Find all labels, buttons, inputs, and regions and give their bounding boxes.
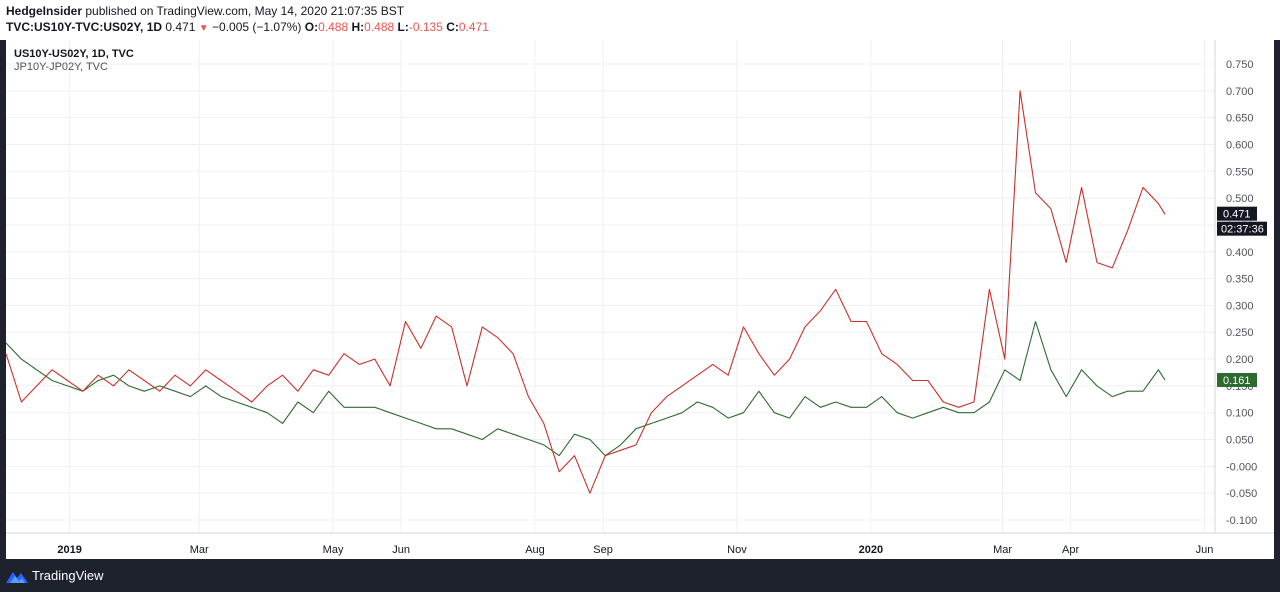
y-tick-label: -0.000 xyxy=(1226,461,1257,473)
x-tick-label: Apr xyxy=(1062,544,1079,556)
series-line-us xyxy=(5,90,1166,494)
quote-line: TVC:US10Y-TVC:US02Y, 1D 0.471 ▼ −0.005 (… xyxy=(6,20,489,34)
jp-last-price-label: 0.161 xyxy=(1223,375,1251,387)
y-tick-label: 0.550 xyxy=(1226,166,1254,178)
y-tick-label: 0.400 xyxy=(1226,247,1254,259)
low-value: -0.135 xyxy=(408,20,443,34)
symbol-label[interactable]: TVC:US10Y-TVC:US02Y, 1D xyxy=(6,20,163,34)
chart-background xyxy=(6,40,1274,559)
y-tick-label: 0.700 xyxy=(1226,86,1254,98)
published-text: published on TradingView.com, May 14, 20… xyxy=(85,4,405,18)
x-tick-label: Jun xyxy=(1196,544,1214,556)
countdown-tag xyxy=(1217,221,1267,236)
high-value: 0.488 xyxy=(364,20,395,34)
series-line-jp xyxy=(5,320,1166,457)
y-tick-label: 0.200 xyxy=(1226,354,1254,366)
low-label: L: xyxy=(397,20,409,34)
us-last-price-label: 0.471 xyxy=(1223,209,1251,221)
x-tick-label: Nov xyxy=(727,544,747,556)
x-tick-label: Sep xyxy=(593,544,613,556)
y-tick-label: 0.650 xyxy=(1226,113,1254,125)
open-value: 0.488 xyxy=(318,20,349,34)
publish-line: HedgeInsider published on TradingView.co… xyxy=(6,4,404,18)
tradingview-brand[interactable]: TradingView xyxy=(6,568,104,583)
last-value: 0.471 xyxy=(165,20,196,34)
y-tick-label: 0.750 xyxy=(1226,59,1254,71)
y-tick-label: 0.500 xyxy=(1226,193,1254,205)
legend-series-jp[interactable]: JP10Y-JP02Y, TVC xyxy=(14,61,108,73)
x-tick-label: Jun xyxy=(392,544,410,556)
publish-header: HedgeInsider published on TradingView.co… xyxy=(0,0,1280,40)
high-label: H: xyxy=(351,20,365,34)
chart-legend: US10Y-US02Y, 1D, TVC JP10Y-JP02Y, TVC xyxy=(14,48,134,73)
x-tick-label: Mar xyxy=(993,544,1012,556)
y-tick-label: -0.050 xyxy=(1226,488,1257,500)
x-tick-label: Mar xyxy=(190,544,209,556)
jp-price-tag xyxy=(1217,372,1257,387)
y-tick-label: 0.350 xyxy=(1226,274,1254,286)
change-value: −0.005 (−1.07%) xyxy=(212,20,302,34)
countdown-label: 02:37:36 xyxy=(1221,224,1264,236)
x-tick-label: May xyxy=(323,544,344,556)
y-tick-label: 0.300 xyxy=(1226,300,1254,312)
open-label: O: xyxy=(304,20,319,34)
y-tick-label: 0.250 xyxy=(1226,327,1254,339)
tradingview-logo-icon xyxy=(6,571,28,583)
x-tick-label: Aug xyxy=(525,544,545,556)
y-tick-label: -0.100 xyxy=(1226,515,1257,527)
close-label: C: xyxy=(446,20,459,34)
brand-label: TradingView xyxy=(32,568,104,583)
publisher-name[interactable]: HedgeInsider xyxy=(6,4,83,18)
x-tick-label: 2020 xyxy=(859,544,883,556)
down-arrow-icon: ▼ xyxy=(198,23,209,34)
y-tick-label: 0.050 xyxy=(1226,435,1254,447)
x-tick-label: 2019 xyxy=(57,544,81,556)
footer-bar: TradingView xyxy=(0,560,1280,592)
us-price-tag xyxy=(1217,206,1257,221)
y-tick-label: 0.100 xyxy=(1226,408,1254,420)
close-value: 0.471 xyxy=(458,20,489,34)
legend-series-us[interactable]: US10Y-US02Y, 1D, TVC xyxy=(14,48,134,60)
y-tick-label: 0.600 xyxy=(1226,139,1254,151)
